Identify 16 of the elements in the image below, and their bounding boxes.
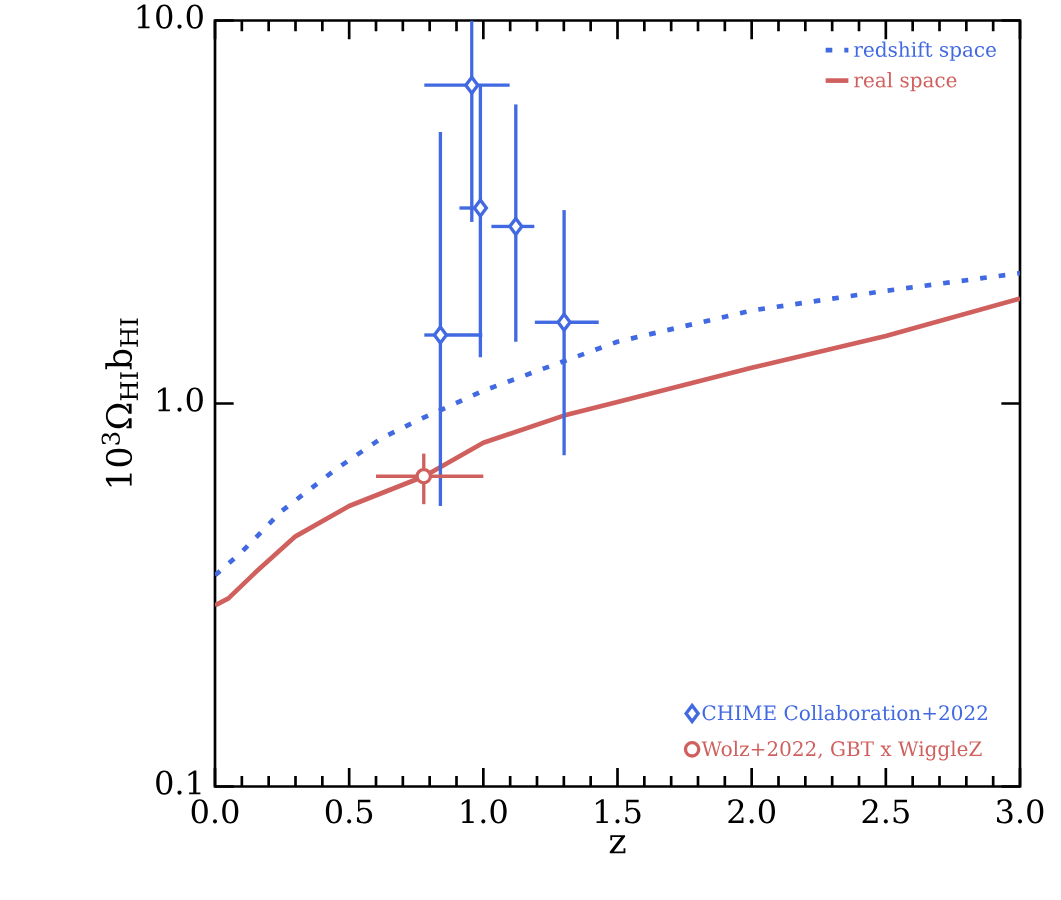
- y-axis-title: 10$^{3}$Ω$_{HI}$b$_{HI}$: [101, 318, 138, 487]
- x-tick-label: 2.0: [728, 799, 775, 824]
- legend-label: real space: [854, 72, 957, 92]
- x-tick-label: 2.5: [862, 799, 909, 824]
- x-tick-label: 3.0: [997, 799, 1044, 824]
- legend-label: CHIME Collaboration+2022: [702, 705, 987, 721]
- x-tick-label: 0.5: [325, 799, 373, 824]
- y-tick-label: 0.1: [156, 770, 201, 795]
- y-tick-label: 10.0: [137, 4, 203, 29]
- x-axis-title: z: [609, 835, 626, 854]
- x-tick-label: 1.5: [595, 799, 641, 824]
- legend-label: redshift space: [854, 41, 996, 62]
- x-tick-label: 1.0: [461, 799, 507, 824]
- y-tick-label: 1.0: [157, 387, 203, 412]
- legend-label: Wolz+2022, GBT x WiggleZ: [701, 741, 982, 761]
- x-tick-label: 0.0: [191, 799, 239, 824]
